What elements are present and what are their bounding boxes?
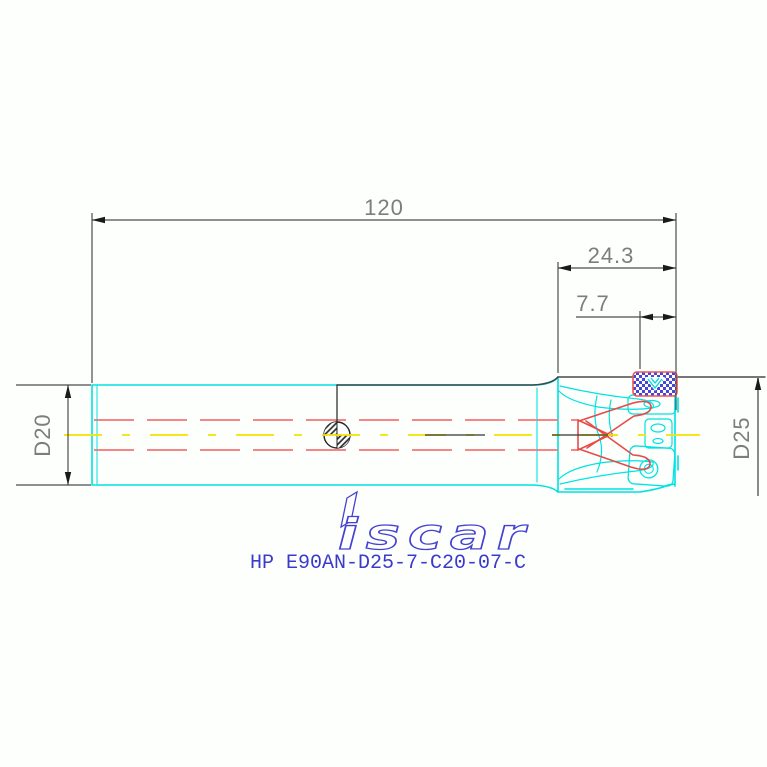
- dimension-head-length: 24.3: [557, 243, 676, 373]
- flute-mid-curve: [594, 395, 603, 473]
- dimension-overall-length: 120: [91, 195, 677, 410]
- neck-top-edge: [336, 376, 559, 386]
- dimension-label-shank-diameter: D20: [30, 413, 55, 456]
- screw-head-mid-2: [652, 437, 664, 445]
- dimension-shank-diameter: D20: [16, 384, 91, 486]
- dimension-label-cutting-diameter: D25: [729, 416, 754, 459]
- insert-pocket-top: [627, 394, 677, 415]
- arrowhead-right: [663, 264, 676, 272]
- arrowhead-left: [640, 313, 653, 321]
- lower-flute-curve: [558, 460, 654, 485]
- arrowhead-right: [663, 216, 676, 224]
- flute-mid-curve-2: [608, 399, 613, 435]
- dimension-label-head-length: 24.3: [588, 243, 635, 268]
- logo-wordmark: iscar: [338, 510, 533, 560]
- arrowhead-right: [663, 313, 676, 321]
- dark-outline-overlays: [336, 376, 766, 423]
- screw-head-top: [643, 399, 661, 409]
- arrowhead-top: [64, 385, 72, 398]
- dimension-label-insert-length: 7.7: [576, 291, 610, 316]
- arrowhead-left: [92, 216, 105, 224]
- iscar-logo: iscar: [337, 490, 533, 561]
- dimension-cutting-diameter: D25: [729, 377, 762, 496]
- dimension-label-overall-length: 120: [364, 195, 404, 220]
- arrowhead-top: [754, 377, 762, 390]
- dimension-insert-length: 7.7: [576, 291, 676, 369]
- logo-leaf-icon: [340, 490, 358, 529]
- coolant-channel-hidden-lines: [94, 419, 578, 451]
- screw-head-mid: [650, 423, 666, 433]
- pocket-flute-lower: [578, 420, 651, 471]
- insert-chevron-icon: [647, 377, 663, 390]
- arrowhead-left: [558, 264, 571, 272]
- part-number: HP E90AN-D25-7-C20-07-C: [250, 552, 526, 575]
- pocket-flute-upper: [578, 400, 652, 449]
- milling-insert: [632, 371, 678, 397]
- arrowhead-bottom: [64, 472, 72, 485]
